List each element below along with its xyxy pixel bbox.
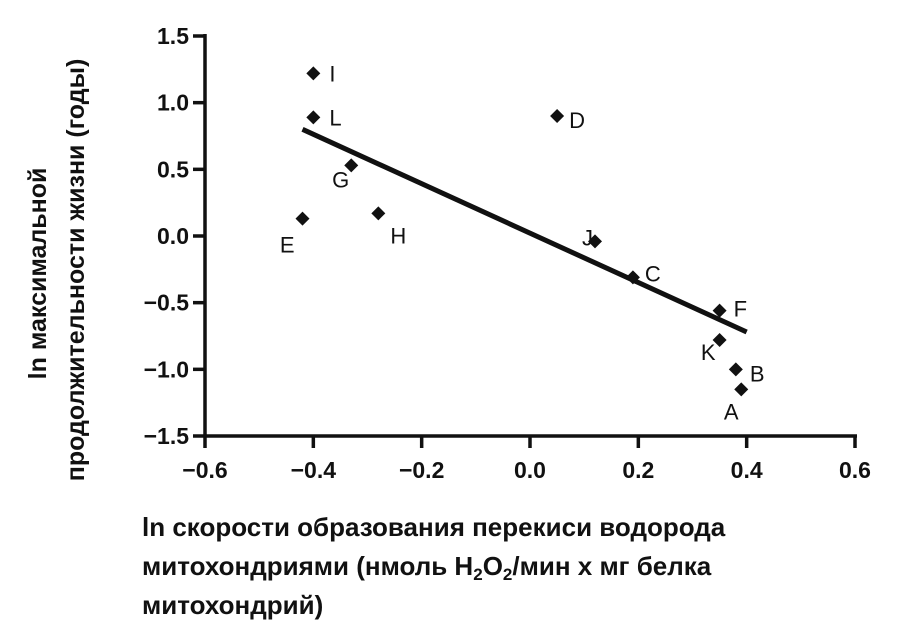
data-point-marker — [550, 109, 565, 123]
x-axis-title-sub2: 2 — [502, 565, 513, 584]
x-tick-label: 0.4 — [731, 457, 763, 483]
data-point-label: F — [734, 297, 747, 322]
data-point-marker — [734, 382, 749, 397]
data-point-marker — [344, 158, 359, 173]
data-point-label: I — [329, 61, 335, 86]
data-point-label: B — [750, 361, 765, 386]
x-axis-title-line3: митохондрий) — [142, 590, 324, 620]
x-tick-label: 0.0 — [514, 457, 546, 483]
x-axis-title-line1: ln скорости образования перекиси водород… — [142, 512, 726, 542]
y-axis-title: ln максимальной продолжительности жизни … — [24, 59, 90, 482]
data-point-label: D — [569, 108, 585, 133]
data-point-label: L — [329, 105, 341, 130]
data-point-marker — [712, 333, 727, 347]
data-point-marker — [306, 66, 321, 81]
data-point-label: E — [280, 233, 295, 258]
y-tick-label: −0.5 — [144, 290, 190, 316]
y-tick-label: −1.5 — [144, 423, 190, 449]
x-axis-title-line2-c: /мин х мг белка — [512, 551, 712, 581]
data-point-marker — [306, 110, 321, 125]
x-tick-label: −0.4 — [291, 457, 337, 483]
x-tick-label: 0.6 — [839, 457, 871, 483]
data-points: IL G E H D J C FK BA — [280, 61, 765, 424]
x-tick-label: −0.2 — [399, 457, 444, 483]
data-point-marker — [371, 206, 386, 221]
data-point-label: J — [582, 225, 593, 250]
x-axis-ticks: −0.6 −0.4 −0.2 0.0 0.2 0.4 0.6 — [182, 436, 871, 483]
x-tick-label: 0.2 — [622, 457, 654, 483]
x-axis-title: ln скорости образования перекиси водород… — [142, 508, 892, 625]
regression-line — [301, 127, 748, 335]
y-tick-label: 1.5 — [157, 23, 189, 49]
data-point-marker — [712, 303, 727, 318]
data-point-marker — [295, 211, 310, 226]
x-axis-title-line2-a: митохондриями (нмоль H — [142, 551, 474, 581]
y-axis-title-line2: продолжительности жизни (годы) — [62, 59, 90, 482]
y-tick-label: 0.0 — [157, 223, 189, 249]
x-axis-title-line2-b: O — [482, 551, 503, 581]
data-point-label: H — [390, 223, 406, 248]
data-point-marker — [728, 362, 743, 377]
x-tick-label: −0.6 — [182, 457, 227, 483]
y-tick-label: 1.0 — [157, 90, 189, 116]
data-point-label: K — [701, 340, 716, 365]
x-axis-title-sub1: 2 — [473, 565, 483, 584]
y-axis-title-line1: ln максимальной — [24, 168, 52, 380]
data-point-label: C — [645, 261, 661, 286]
x-axis-title-line2: митохондриями (нмоль H2O2/мин х мг белка — [142, 547, 892, 586]
data-point-label: G — [332, 167, 349, 192]
scatter-chart: −1.5 −1.0 −0.5 0.0 0.5 1.0 1.5 −0.6 −0.4 −0.2 0.0… — [24, 23, 871, 483]
y-axis-ticks: −1.5 −1.0 −0.5 0.0 0.5 1.0 1.5 — [144, 23, 205, 449]
y-tick-label: 0.5 — [157, 156, 189, 182]
y-tick-label: −1.0 — [144, 356, 189, 382]
data-point-label: A — [724, 399, 739, 424]
data-point-marker — [588, 234, 602, 249]
data-point-marker — [625, 270, 640, 285]
